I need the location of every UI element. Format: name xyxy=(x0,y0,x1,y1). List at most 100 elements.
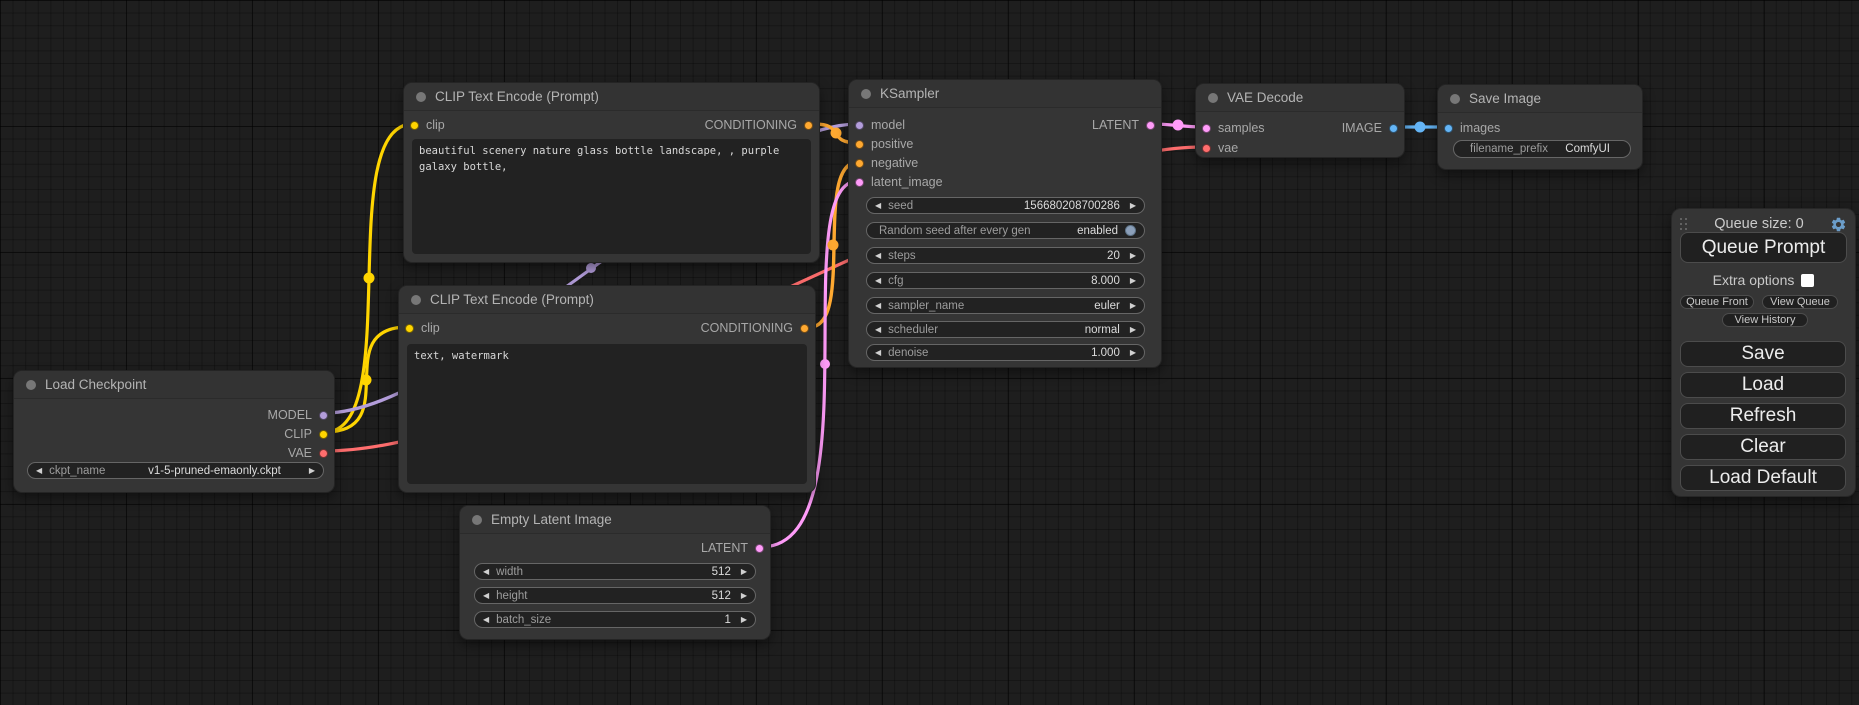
queue-front-button[interactable]: Queue Front xyxy=(1680,295,1754,309)
node-vae-decode[interactable]: VAE Decode samples vae IMAGE xyxy=(1195,83,1405,158)
collapse-dot-icon[interactable] xyxy=(411,294,421,305)
node-clip-text-encode-positive[interactable]: CLIP Text Encode (Prompt) clip CONDITION… xyxy=(403,82,820,263)
input-slot-latent-image[interactable]: latent_image xyxy=(855,174,943,190)
input-slot-negative[interactable]: negative xyxy=(855,155,918,171)
increment-arrow-icon[interactable]: ▶ xyxy=(1129,347,1136,357)
view-queue-button[interactable]: View Queue xyxy=(1762,295,1838,309)
input-slot-clip[interactable]: clip xyxy=(410,117,445,133)
node-load-checkpoint[interactable]: Load Checkpoint MODEL CLIP VAE ◀ ckpt_na… xyxy=(13,370,335,493)
scheduler-widget[interactable]: ◀ scheduler normal ▶ xyxy=(866,321,1145,338)
model-slot-dot[interactable] xyxy=(855,120,864,130)
random-seed-toggle-widget[interactable]: Random seed after every gen enabled xyxy=(866,222,1145,239)
decrement-arrow-icon[interactable]: ◀ xyxy=(875,200,882,210)
latent-slot-dot[interactable] xyxy=(855,177,864,187)
filename-prefix-widget[interactable]: filename_prefix ComfyUI xyxy=(1453,140,1631,158)
collapse-dot-icon[interactable] xyxy=(416,91,426,102)
node-title-bar[interactable]: Load Checkpoint xyxy=(14,371,334,399)
output-slot-clip[interactable]: CLIP xyxy=(284,426,328,442)
batch-size-widget[interactable]: ◀ batch_size 1 ▶ xyxy=(474,611,756,628)
clip-slot-dot[interactable] xyxy=(405,323,414,333)
save-button[interactable]: Save xyxy=(1680,341,1846,367)
output-slot-model[interactable]: MODEL xyxy=(268,407,328,423)
output-slot-conditioning[interactable]: CONDITIONING xyxy=(701,320,809,336)
increment-arrow-icon[interactable]: ▶ xyxy=(1129,275,1136,285)
collapse-dot-icon[interactable] xyxy=(472,514,482,525)
latent-slot-dot[interactable] xyxy=(755,543,764,553)
vae-slot-dot[interactable] xyxy=(1202,143,1211,153)
width-widget[interactable]: ◀ width 512 ▶ xyxy=(474,563,756,580)
drag-handle-icon[interactable] xyxy=(1680,217,1688,231)
increment-arrow-icon[interactable]: ▶ xyxy=(740,614,747,624)
decrement-arrow-icon[interactable]: ◀ xyxy=(875,300,882,310)
collapse-dot-icon[interactable] xyxy=(1208,92,1218,103)
denoise-widget[interactable]: ◀ denoise 1.000 ▶ xyxy=(866,344,1145,361)
node-save-image[interactable]: Save Image images filename_prefix ComfyU… xyxy=(1437,84,1643,170)
output-slot-vae[interactable]: VAE xyxy=(288,445,328,461)
collapse-dot-icon[interactable] xyxy=(26,379,36,390)
node-title-bar[interactable]: VAE Decode xyxy=(1196,84,1404,112)
seed-widget[interactable]: ◀ seed 156680208700286 ▶ xyxy=(866,197,1145,214)
latent-slot-dot[interactable] xyxy=(1146,120,1155,130)
node-clip-text-encode-negative[interactable]: CLIP Text Encode (Prompt) clip CONDITION… xyxy=(398,285,816,493)
conditioning-slot-dot[interactable] xyxy=(855,158,864,168)
cfg-widget[interactable]: ◀ cfg 8.000 ▶ xyxy=(866,272,1145,289)
image-slot-dot[interactable] xyxy=(1444,123,1453,133)
sampler-name-widget[interactable]: ◀ sampler_name euler ▶ xyxy=(866,297,1145,314)
node-title-bar[interactable]: CLIP Text Encode (Prompt) xyxy=(399,286,815,314)
input-slot-images[interactable]: images xyxy=(1444,120,1500,136)
load-button[interactable]: Load xyxy=(1680,372,1846,398)
latent-slot-dot[interactable] xyxy=(1202,123,1211,133)
node-ksampler[interactable]: KSampler model positive negative latent_… xyxy=(848,79,1162,368)
output-slot-conditioning[interactable]: CONDITIONING xyxy=(705,117,813,133)
node-title-bar[interactable]: Empty Latent Image xyxy=(460,506,770,534)
input-slot-vae[interactable]: vae xyxy=(1202,140,1238,156)
node-title-bar[interactable]: Save Image xyxy=(1438,85,1642,113)
input-slot-model[interactable]: model xyxy=(855,117,905,133)
decrement-arrow-icon[interactable]: ◀ xyxy=(483,614,490,624)
image-slot-dot[interactable] xyxy=(1389,123,1398,133)
decrement-arrow-icon[interactable]: ◀ xyxy=(36,465,43,475)
extra-options-checkbox[interactable] xyxy=(1801,273,1815,287)
toggle-dot-icon[interactable] xyxy=(1125,225,1136,236)
decrement-arrow-icon[interactable]: ◀ xyxy=(875,347,882,357)
collapse-dot-icon[interactable] xyxy=(1450,93,1460,104)
positive-prompt-textarea[interactable]: beautiful scenery nature glass bottle la… xyxy=(412,139,811,254)
refresh-button[interactable]: Refresh xyxy=(1680,403,1846,429)
decrement-arrow-icon[interactable]: ◀ xyxy=(483,566,490,576)
output-slot-latent[interactable]: LATENT xyxy=(1092,117,1155,133)
increment-arrow-icon[interactable]: ▶ xyxy=(740,566,747,576)
increment-arrow-icon[interactable]: ▶ xyxy=(1129,250,1136,260)
decrement-arrow-icon[interactable]: ◀ xyxy=(483,590,490,600)
load-default-button[interactable]: Load Default xyxy=(1680,465,1846,491)
clear-button[interactable]: Clear xyxy=(1680,434,1846,460)
increment-arrow-icon[interactable]: ▶ xyxy=(740,590,747,600)
conditioning-slot-dot[interactable] xyxy=(804,120,813,130)
input-slot-clip[interactable]: clip xyxy=(405,320,440,336)
view-history-button[interactable]: View History xyxy=(1722,313,1808,327)
conditioning-slot-dot[interactable] xyxy=(855,139,864,149)
vae-slot-dot[interactable] xyxy=(319,448,328,458)
clip-slot-dot[interactable] xyxy=(410,120,419,130)
output-slot-image[interactable]: IMAGE xyxy=(1342,120,1398,136)
increment-arrow-icon[interactable]: ▶ xyxy=(1129,324,1136,334)
increment-arrow-icon[interactable]: ▶ xyxy=(1129,200,1136,210)
node-title-bar[interactable]: KSampler xyxy=(849,80,1161,108)
increment-arrow-icon[interactable]: ▶ xyxy=(308,465,315,475)
negative-prompt-textarea[interactable]: text, watermark xyxy=(407,344,807,484)
node-empty-latent-image[interactable]: Empty Latent Image LATENT ◀ width 512 ▶ … xyxy=(459,505,771,640)
clip-slot-dot[interactable] xyxy=(319,429,328,439)
steps-widget[interactable]: ◀ steps 20 ▶ xyxy=(866,247,1145,264)
decrement-arrow-icon[interactable]: ◀ xyxy=(875,275,882,285)
node-title-bar[interactable]: CLIP Text Encode (Prompt) xyxy=(404,83,819,111)
conditioning-slot-dot[interactable] xyxy=(800,323,809,333)
input-slot-positive[interactable]: positive xyxy=(855,136,913,152)
collapse-dot-icon[interactable] xyxy=(861,88,871,99)
settings-gear-icon[interactable] xyxy=(1830,216,1847,233)
model-slot-dot[interactable] xyxy=(319,410,328,420)
output-slot-latent[interactable]: LATENT xyxy=(701,540,764,556)
decrement-arrow-icon[interactable]: ◀ xyxy=(875,324,882,334)
queue-prompt-button[interactable]: Queue Prompt xyxy=(1680,232,1847,263)
input-slot-samples[interactable]: samples xyxy=(1202,120,1265,136)
decrement-arrow-icon[interactable]: ◀ xyxy=(875,250,882,260)
